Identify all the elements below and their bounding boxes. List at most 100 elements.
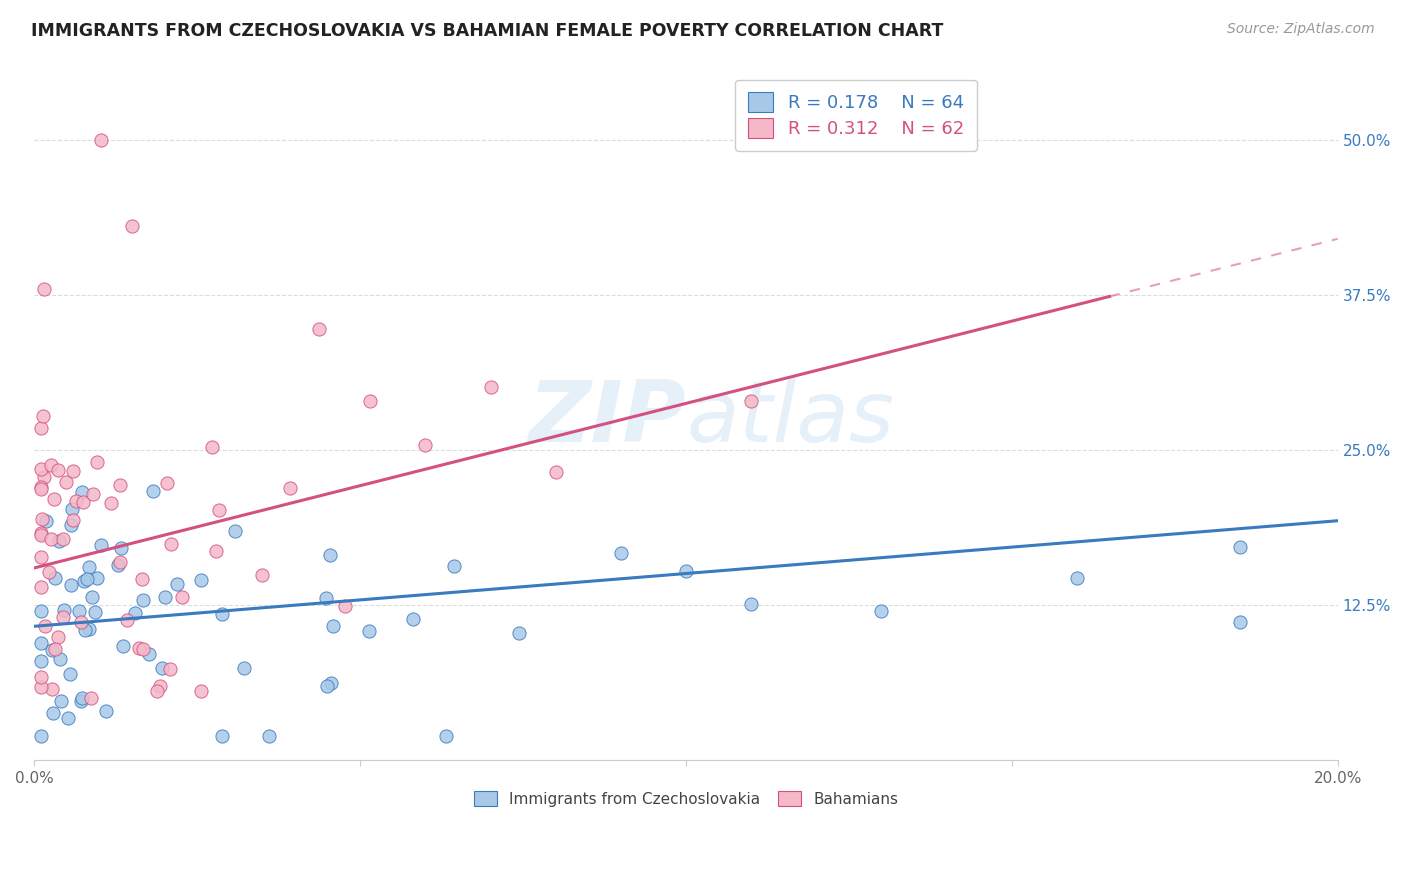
Point bbox=[190, 573, 212, 587]
Point bbox=[131, 573, 153, 587]
Point bbox=[155, 590, 177, 604]
Point bbox=[70, 484, 93, 499]
Point bbox=[402, 612, 425, 626]
Point bbox=[149, 679, 172, 693]
Point bbox=[44, 571, 66, 585]
Point bbox=[39, 458, 62, 473]
Point bbox=[321, 675, 343, 690]
Point bbox=[77, 622, 100, 636]
Point bbox=[1229, 540, 1251, 554]
Point bbox=[52, 603, 75, 617]
Point bbox=[211, 729, 233, 743]
Point bbox=[159, 537, 181, 551]
Point bbox=[170, 590, 193, 604]
Point bbox=[322, 618, 344, 632]
Point bbox=[70, 694, 93, 708]
Point bbox=[508, 625, 530, 640]
Point bbox=[30, 729, 52, 743]
Point bbox=[62, 513, 84, 527]
Point bbox=[740, 393, 762, 408]
Point bbox=[142, 483, 165, 498]
Point bbox=[359, 394, 381, 409]
Point bbox=[44, 642, 66, 657]
Point bbox=[41, 682, 63, 697]
Point bbox=[155, 476, 177, 491]
Point bbox=[77, 559, 100, 574]
Text: Source: ZipAtlas.com: Source: ZipAtlas.com bbox=[1227, 22, 1375, 37]
Point bbox=[94, 704, 117, 718]
Point bbox=[138, 648, 160, 662]
Point bbox=[675, 564, 697, 578]
Point bbox=[46, 463, 69, 477]
Point bbox=[32, 281, 55, 295]
Point bbox=[73, 574, 96, 588]
Point bbox=[76, 572, 98, 586]
Legend: Immigrants from Czechoslovakia, Bahamians: Immigrants from Czechoslovakia, Bahamian… bbox=[465, 783, 905, 814]
Point bbox=[30, 421, 52, 435]
Point bbox=[211, 607, 233, 621]
Point bbox=[42, 492, 65, 507]
Point bbox=[107, 558, 129, 573]
Point bbox=[1229, 615, 1251, 629]
Point bbox=[257, 729, 280, 743]
Point bbox=[30, 580, 52, 594]
Point bbox=[166, 576, 188, 591]
Point bbox=[30, 680, 52, 694]
Point bbox=[59, 518, 82, 533]
Point bbox=[38, 565, 60, 579]
Point bbox=[124, 606, 146, 620]
Text: IMMIGRANTS FROM CZECHOSLOVAKIA VS BAHAMIAN FEMALE POVERTY CORRELATION CHART: IMMIGRANTS FROM CZECHOSLOVAKIA VS BAHAMI… bbox=[31, 22, 943, 40]
Point bbox=[132, 593, 155, 607]
Point bbox=[65, 494, 87, 508]
Point bbox=[30, 604, 52, 618]
Point bbox=[112, 639, 135, 653]
Point bbox=[58, 711, 80, 725]
Point bbox=[207, 502, 229, 516]
Point bbox=[62, 464, 84, 478]
Point bbox=[34, 619, 56, 633]
Point bbox=[52, 609, 75, 624]
Point bbox=[41, 643, 63, 657]
Point bbox=[146, 684, 169, 698]
Point bbox=[69, 604, 91, 618]
Point bbox=[31, 512, 53, 526]
Point bbox=[72, 690, 94, 705]
Point bbox=[86, 571, 108, 585]
Point bbox=[121, 219, 143, 234]
Point bbox=[544, 465, 567, 479]
Point bbox=[55, 475, 77, 490]
Point bbox=[90, 538, 112, 552]
Point bbox=[870, 604, 893, 618]
Point bbox=[232, 661, 254, 675]
Point bbox=[201, 440, 224, 454]
Point bbox=[59, 578, 82, 592]
Point bbox=[434, 729, 457, 743]
Point bbox=[278, 481, 301, 495]
Point bbox=[115, 614, 138, 628]
Point bbox=[90, 132, 112, 146]
Point bbox=[190, 684, 212, 698]
Point bbox=[30, 462, 52, 476]
Point bbox=[1066, 571, 1088, 585]
Point bbox=[52, 532, 75, 546]
Point bbox=[315, 591, 337, 606]
Point bbox=[82, 487, 104, 501]
Point bbox=[86, 455, 108, 469]
Point bbox=[30, 670, 52, 684]
Point bbox=[333, 599, 356, 613]
Point bbox=[70, 615, 93, 629]
Point bbox=[59, 666, 82, 681]
Point bbox=[32, 470, 55, 484]
Point bbox=[30, 483, 52, 497]
Point bbox=[48, 652, 70, 666]
Point bbox=[80, 691, 103, 706]
Point bbox=[443, 559, 465, 574]
Point bbox=[82, 591, 104, 605]
Point bbox=[31, 409, 53, 423]
Point bbox=[319, 548, 342, 562]
Point bbox=[30, 636, 52, 650]
Point bbox=[359, 624, 381, 638]
Text: ZIP: ZIP bbox=[529, 377, 686, 460]
Point bbox=[224, 524, 246, 538]
Point bbox=[30, 654, 52, 668]
